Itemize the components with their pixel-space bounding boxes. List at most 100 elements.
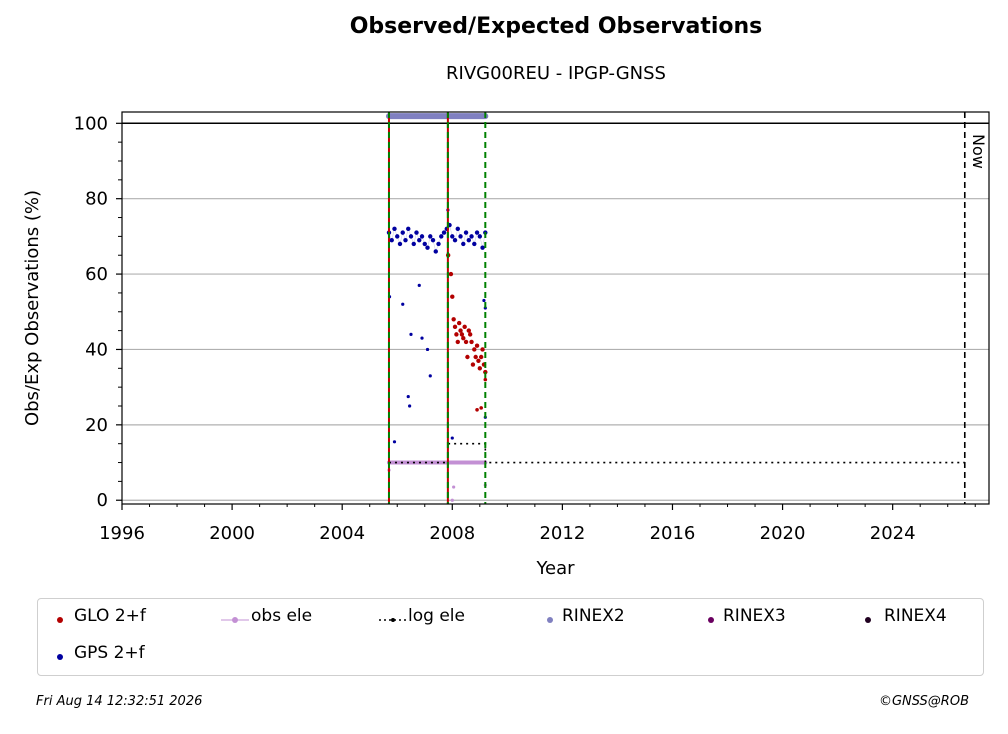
gps-point (469, 234, 474, 239)
legend-label-obs-ele: obs ele (251, 606, 313, 626)
gps-point (403, 237, 408, 243)
glo-point (470, 362, 476, 367)
gps-point (408, 234, 414, 239)
gps-point (392, 440, 397, 444)
legend-label-log-ele: log ele (408, 606, 465, 626)
x-axis-label: Year (535, 558, 575, 579)
legend-label-gps: GPS 2+f (74, 643, 145, 663)
glo-point (469, 339, 474, 345)
x-tick-label: 2020 (760, 523, 806, 544)
obs-ele-point (409, 460, 413, 465)
gps-point (452, 237, 458, 243)
x-tick-label: 2024 (870, 523, 916, 544)
glo-point (467, 332, 473, 337)
legend: GLO 2+f obs ele log ele RINEX2 RINEX3 RI… (37, 598, 984, 676)
gps-point (406, 394, 410, 399)
gps-point (461, 241, 466, 247)
glo-point (478, 354, 484, 360)
gps-point (395, 234, 400, 239)
obs-ele-point (464, 460, 469, 465)
glo-point (479, 406, 483, 410)
legend-marker-rinex4 (865, 617, 871, 623)
gps-point (417, 237, 422, 243)
x-tick-label: 2004 (319, 523, 365, 544)
gps-point (439, 234, 444, 239)
glo-point (475, 407, 479, 412)
footer-timestamp: Fri Aug 14 12:32:51 2026 (36, 694, 203, 709)
legend-label-rinex3: RINEX3 (723, 606, 786, 626)
gps-point (436, 241, 441, 247)
gps-point (458, 234, 463, 239)
gps-point (420, 336, 424, 340)
footer-credit: ©GNSS@ROB (878, 694, 969, 709)
log-ele-line (388, 442, 965, 464)
x-tick-label: 1996 (99, 523, 145, 544)
glo-point (450, 294, 455, 299)
glo-point (462, 324, 467, 330)
y-tick-label: 20 (85, 415, 108, 436)
gps-point (411, 241, 416, 247)
y-tick-label: 0 (97, 490, 108, 511)
obs-ele-point (431, 460, 436, 465)
gps-point (401, 302, 405, 306)
legend-label-rinex2: RINEX2 (562, 606, 625, 626)
gps-point (397, 241, 403, 247)
obs-ele-point (452, 485, 456, 489)
gps-point (477, 234, 483, 239)
chart-subtitle: RIVG00REU - IPGP-GNSS (446, 63, 666, 84)
gps-point (408, 404, 412, 408)
gps-point (480, 245, 485, 250)
legend-label-glo: GLO 2+f (74, 606, 146, 626)
gps-point (430, 237, 436, 243)
gps-point (441, 230, 447, 235)
glo-point (474, 343, 480, 348)
glo-point (454, 332, 459, 337)
gps-point (409, 332, 413, 336)
y-tick-label: 40 (85, 339, 108, 360)
gps-point (389, 237, 394, 243)
gps-point (406, 226, 411, 232)
x-tick-label: 2012 (539, 523, 585, 544)
glo-point (466, 328, 471, 333)
glo-point (451, 317, 456, 322)
glo-point (483, 377, 488, 382)
gps-point (400, 230, 405, 235)
plot-frame (121, 111, 990, 505)
gps-point (455, 226, 460, 232)
x-tick-label: 2000 (209, 523, 255, 544)
gps-point (428, 374, 432, 378)
glo-point (463, 339, 469, 345)
gps-point (433, 249, 438, 254)
obs-ele-point (450, 498, 454, 502)
gps-point (482, 298, 486, 303)
glo-point (473, 354, 478, 360)
legend-label-rinex4: RINEX4 (884, 606, 947, 626)
y-tick-label: 60 (85, 264, 108, 285)
glo-point (477, 366, 483, 371)
glo-point (456, 320, 462, 326)
gps-point (450, 234, 455, 239)
legend-marker-glo (57, 617, 63, 623)
gps-point (392, 226, 397, 232)
glo-point (458, 328, 463, 333)
gps-point (417, 283, 421, 287)
gps-point (450, 436, 454, 440)
gps-point (422, 241, 427, 247)
gps-point (419, 234, 425, 239)
y-tick-label: 100 (74, 113, 108, 134)
glo-point (452, 324, 458, 330)
glo-point (459, 332, 465, 337)
glo-point (480, 347, 485, 352)
legend-marker-rinex3 (708, 617, 714, 623)
gps-point (425, 245, 430, 250)
glo-point (472, 347, 477, 352)
legend-marker-gps (57, 654, 63, 660)
glo-point (448, 271, 454, 277)
legend-marker-rinex2 (547, 617, 553, 623)
gps-point (414, 230, 419, 235)
x-tick-label: 2008 (429, 523, 475, 544)
gps-point (428, 234, 433, 239)
y-tick-label: 80 (85, 189, 108, 210)
gps-point (472, 241, 477, 247)
glo-point (465, 354, 470, 360)
